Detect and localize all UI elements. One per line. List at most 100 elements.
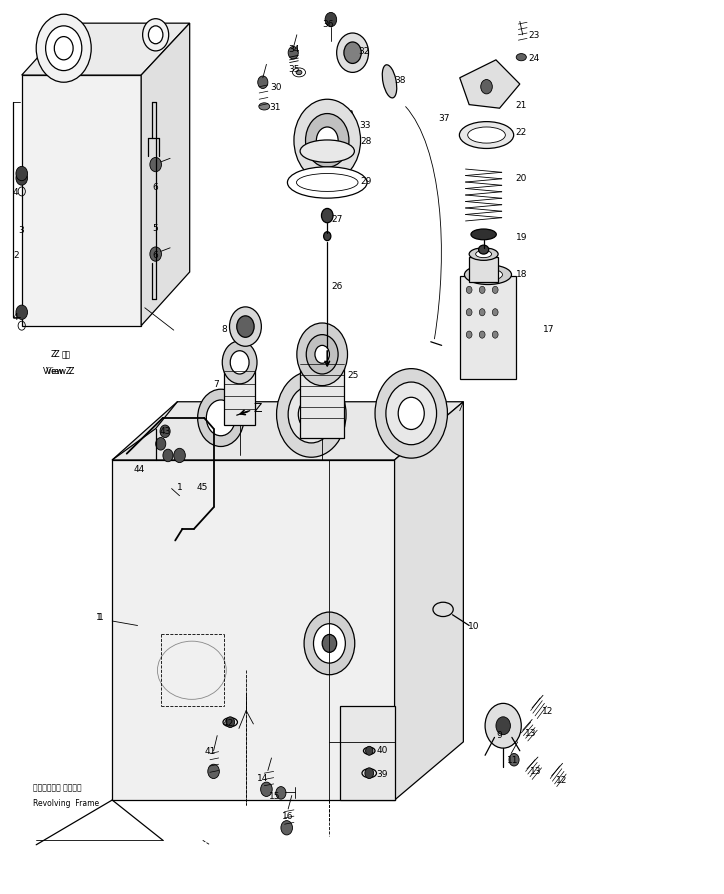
Ellipse shape: [382, 66, 397, 98]
Text: 18: 18: [515, 270, 527, 279]
Circle shape: [281, 821, 292, 835]
Text: 26: 26: [332, 282, 343, 291]
Circle shape: [492, 332, 498, 339]
Circle shape: [306, 114, 349, 168]
Circle shape: [150, 248, 161, 262]
Bar: [460, 277, 516, 380]
Polygon shape: [112, 460, 395, 800]
Circle shape: [398, 398, 424, 430]
Circle shape: [206, 401, 235, 436]
Ellipse shape: [300, 140, 354, 163]
Circle shape: [324, 232, 331, 241]
Text: 13: 13: [525, 729, 536, 738]
Circle shape: [315, 346, 329, 364]
Circle shape: [479, 287, 485, 294]
Ellipse shape: [297, 174, 358, 192]
Circle shape: [16, 167, 28, 181]
Circle shape: [322, 635, 337, 653]
Text: 4: 4: [13, 313, 19, 322]
Circle shape: [230, 308, 261, 347]
Ellipse shape: [473, 270, 502, 281]
Circle shape: [386, 383, 437, 445]
Circle shape: [479, 332, 485, 339]
Text: 10: 10: [468, 621, 480, 630]
Text: 19: 19: [515, 232, 527, 241]
Ellipse shape: [363, 747, 375, 755]
Text: 32: 32: [358, 47, 370, 56]
Text: 12: 12: [556, 775, 568, 784]
Circle shape: [466, 287, 472, 294]
Text: 20: 20: [515, 174, 527, 183]
Ellipse shape: [469, 249, 498, 261]
Circle shape: [466, 332, 472, 339]
Circle shape: [222, 342, 257, 384]
Text: 27: 27: [332, 215, 343, 224]
Circle shape: [16, 172, 28, 186]
Circle shape: [337, 34, 369, 73]
Circle shape: [276, 787, 286, 799]
Polygon shape: [460, 61, 520, 109]
Circle shape: [174, 449, 185, 463]
Circle shape: [496, 717, 510, 735]
Text: 29: 29: [361, 177, 372, 186]
Circle shape: [208, 764, 219, 779]
Ellipse shape: [310, 113, 334, 131]
Text: Z  視: Z 視: [54, 349, 70, 358]
Circle shape: [226, 717, 235, 728]
Text: 41: 41: [204, 746, 216, 755]
Circle shape: [466, 309, 472, 316]
Circle shape: [321, 209, 333, 224]
Text: 35: 35: [288, 65, 300, 74]
Text: 12: 12: [542, 706, 553, 715]
Ellipse shape: [433, 603, 453, 617]
Circle shape: [16, 306, 28, 320]
Circle shape: [485, 704, 521, 748]
Text: 1: 1: [96, 612, 101, 621]
Text: 38: 38: [395, 76, 406, 85]
Text: 30: 30: [270, 83, 282, 92]
Circle shape: [325, 13, 337, 28]
Circle shape: [492, 309, 498, 316]
Bar: [469, 257, 498, 283]
Circle shape: [375, 369, 447, 459]
Text: 31: 31: [269, 103, 281, 112]
Polygon shape: [141, 24, 190, 326]
Text: 33: 33: [359, 121, 371, 130]
Circle shape: [163, 450, 173, 462]
Circle shape: [306, 335, 338, 375]
Text: 8: 8: [222, 325, 227, 333]
Text: 4: 4: [13, 188, 19, 197]
Polygon shape: [340, 706, 395, 800]
Ellipse shape: [471, 230, 497, 240]
Circle shape: [277, 372, 346, 458]
Circle shape: [198, 390, 244, 447]
Circle shape: [160, 426, 170, 438]
Ellipse shape: [296, 72, 302, 75]
Text: レボルビング フレーム: レボルビング フレーム: [33, 782, 81, 791]
Bar: [300, 358, 344, 438]
Circle shape: [156, 438, 166, 451]
Circle shape: [297, 324, 348, 386]
Circle shape: [313, 624, 345, 663]
Text: 21: 21: [515, 101, 527, 110]
Text: 2: 2: [13, 250, 19, 259]
Ellipse shape: [465, 266, 512, 285]
Ellipse shape: [516, 55, 526, 62]
Text: 23: 23: [529, 31, 540, 40]
Circle shape: [143, 20, 169, 52]
Polygon shape: [112, 402, 463, 460]
Text: 39: 39: [376, 769, 388, 778]
Circle shape: [150, 158, 161, 173]
Ellipse shape: [362, 769, 376, 778]
Polygon shape: [395, 402, 463, 800]
Text: 40: 40: [376, 745, 388, 754]
Circle shape: [258, 77, 268, 89]
Text: 42: 42: [223, 718, 235, 727]
Circle shape: [230, 351, 249, 375]
Text: 9: 9: [497, 730, 502, 739]
Circle shape: [481, 80, 492, 95]
Text: 24: 24: [529, 54, 540, 63]
Polygon shape: [22, 76, 141, 326]
Text: 37: 37: [438, 114, 450, 122]
Text: 1: 1: [98, 612, 104, 621]
